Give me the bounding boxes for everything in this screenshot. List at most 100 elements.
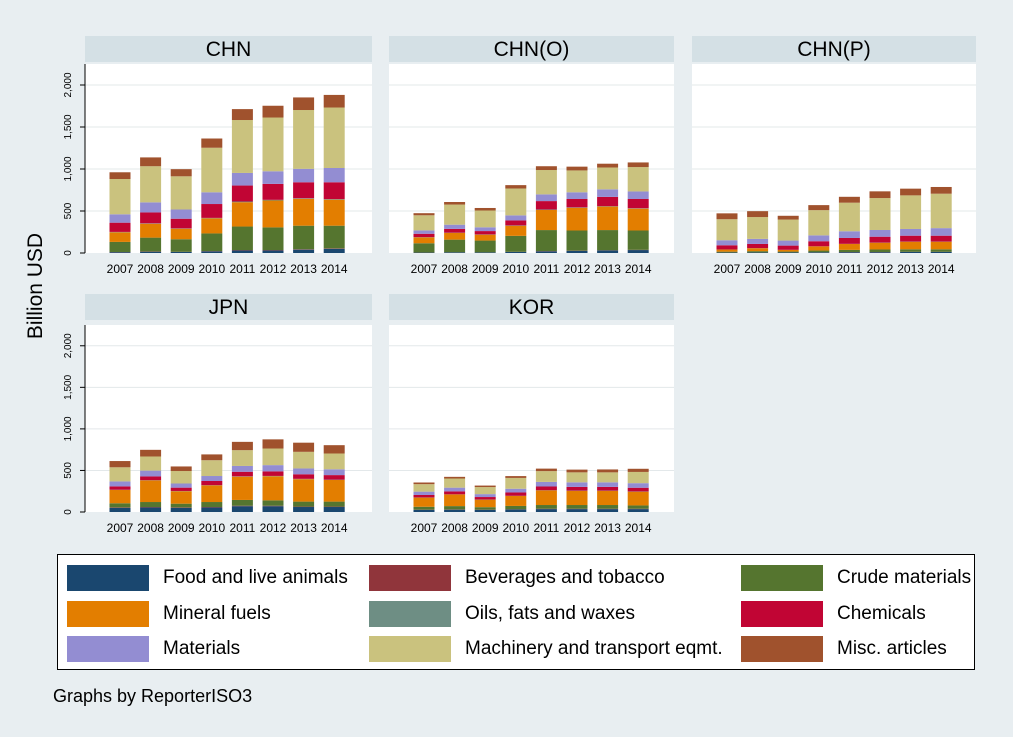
bar-segment (869, 249, 891, 252)
bar-segment (597, 189, 619, 197)
bar-segment (231, 109, 253, 121)
bar-segment (716, 219, 738, 241)
bar-segment (231, 476, 253, 500)
bar-segment (627, 483, 649, 488)
bar-segment (505, 185, 527, 189)
bar-segment (262, 250, 284, 253)
legend-swatch (369, 565, 451, 591)
bar-segment (140, 470, 162, 477)
bar-segment (869, 236, 891, 243)
x-tick-label: 2011 (836, 262, 862, 276)
bar-segment (231, 465, 253, 472)
bar-segment (140, 166, 162, 203)
bar-segment (808, 235, 830, 242)
bar-segment (201, 454, 223, 461)
bar-segment (597, 230, 619, 251)
bar-segment (201, 192, 223, 205)
bar-segment (474, 485, 496, 488)
bar-segment (505, 495, 527, 506)
bar-segment (930, 228, 952, 236)
bar-segment (747, 217, 769, 239)
bar-segment (505, 477, 527, 489)
bar-segment (597, 490, 619, 506)
bar-segment (140, 202, 162, 213)
x-tick-label: 2011 (533, 262, 559, 276)
bar-segment (474, 494, 496, 498)
x-tick-label: 2007 (411, 262, 438, 276)
bar-segment (201, 507, 223, 512)
bar-segment (293, 182, 315, 199)
x-tick-label: 2012 (867, 262, 894, 276)
bar-segment (900, 251, 922, 253)
bar-segment (262, 227, 284, 251)
bar-segment (627, 191, 649, 199)
bar-segment (869, 191, 891, 199)
bar-segment (201, 476, 223, 481)
x-tick-label: 2012 (260, 262, 287, 276)
y-tick-label: 0 (63, 250, 74, 256)
legend-swatch (741, 601, 823, 627)
bar-segment (444, 476, 466, 479)
bar-segment (808, 205, 830, 211)
bar-segment (262, 105, 284, 118)
bar-segment (627, 491, 649, 506)
bar-segment (170, 491, 192, 504)
x-tick-label: 2007 (107, 521, 134, 535)
bar-segment (323, 167, 345, 183)
y-tick-label: 1,500 (63, 114, 74, 139)
bar-segment (293, 225, 315, 250)
bar-segment (627, 167, 649, 192)
bar-segment (444, 204, 466, 225)
bar-segment (444, 491, 466, 495)
bar-segment (627, 208, 649, 231)
legend-swatch (741, 565, 823, 591)
bar-segment (109, 461, 131, 468)
bar-segment (323, 199, 345, 200)
bar-segment (140, 157, 162, 167)
bar-segment (505, 488, 527, 493)
bar-segment (808, 241, 830, 247)
x-tick-label: 2014 (625, 521, 652, 535)
bar-segment (262, 476, 284, 501)
bar-segment (716, 240, 738, 246)
bar-segment (900, 195, 922, 229)
bar-segment (474, 231, 496, 235)
bar-segment (627, 250, 649, 253)
bar-segment (262, 448, 284, 466)
bar-segment (109, 172, 131, 179)
y-tick-label: 2,000 (63, 72, 74, 97)
bar-segment (293, 474, 315, 479)
legend-label: Misc. articles (837, 638, 947, 659)
bar-segment (109, 241, 131, 252)
bar-segment (231, 506, 253, 512)
bar-segment (808, 210, 830, 236)
bar-segment (627, 509, 649, 512)
bar-segment (930, 249, 952, 252)
bar-segment (747, 238, 769, 244)
bar-segment (170, 507, 192, 512)
bar-segment (170, 218, 192, 229)
bar-segment (293, 451, 315, 469)
bar-segment (777, 252, 799, 253)
bar-segment (201, 138, 223, 148)
bar-segment (716, 213, 738, 220)
bar-segment (323, 182, 345, 200)
bar-segment (505, 220, 527, 226)
bar-segment (140, 480, 162, 503)
bar-segment (535, 251, 557, 253)
bar-segment (627, 230, 649, 250)
bar-segment (262, 500, 284, 506)
bar-segment (474, 210, 496, 228)
x-tick-label: 2013 (594, 521, 621, 535)
bar-segment (474, 487, 496, 495)
bar-segment (627, 468, 649, 472)
bar-segment (566, 198, 588, 208)
x-tick-label: 2013 (594, 262, 621, 276)
bar-segment (474, 507, 496, 510)
bar-segment (293, 198, 315, 199)
bar-segment (109, 481, 131, 487)
y-tick-label: 1,000 (63, 416, 74, 441)
bar-segment (535, 468, 557, 472)
bar-segment (597, 505, 619, 509)
bar-segment (627, 162, 649, 168)
